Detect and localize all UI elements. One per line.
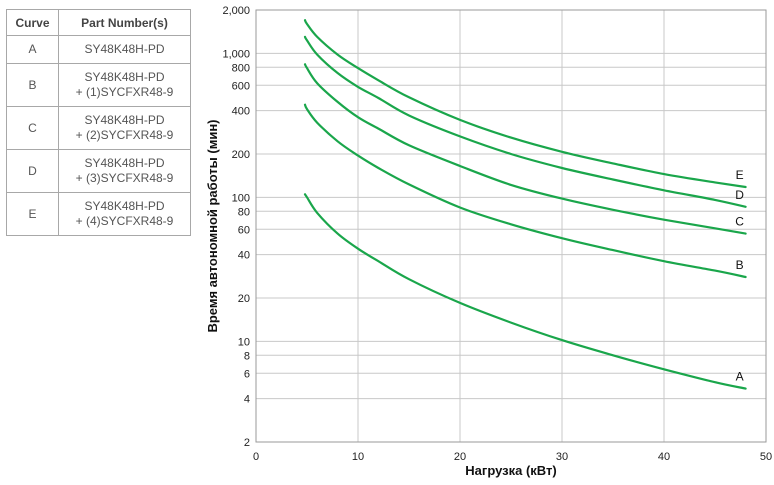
x-tick-label: 30 <box>556 451 568 463</box>
x-axis-title: Нагрузка (кВт) <box>465 463 556 478</box>
curve-legend-table: Curve Part Number(s) A SY48K48H-PD B SY4… <box>6 9 191 236</box>
y-tick-label: 6 <box>244 368 250 380</box>
y-tick-label: 2 <box>244 437 250 449</box>
x-tick-label: 50 <box>760 451 772 463</box>
series-label-a: A <box>736 370 744 384</box>
part-number-line1: SY48K48H-PD <box>84 42 165 56</box>
series-label-d: D <box>735 188 744 202</box>
table-header-row: Curve Part Number(s) <box>6 9 191 36</box>
part-number-line1: SY48K48H-PD <box>84 70 165 84</box>
table-row: B SY48K48H-PD + (1)SYCFXR48-9 <box>6 63 191 107</box>
y-tick-label: 200 <box>232 149 250 161</box>
header-part-numbers: Part Number(s) <box>58 9 191 36</box>
curve-cell: D <box>6 149 59 193</box>
series-label-c: C <box>735 215 744 229</box>
y-tick-label: 1,000 <box>222 48 250 60</box>
part-number-line1: SY48K48H-PD <box>84 199 165 213</box>
y-tick-label: 4 <box>244 394 250 406</box>
curve-cell: B <box>6 63 59 107</box>
y-tick-label: 100 <box>232 192 250 204</box>
x-tick-label: 40 <box>658 451 670 463</box>
x-tick-label: 10 <box>352 451 364 463</box>
part-number-line2: + (1)SYCFXR48-9 <box>75 85 174 99</box>
series-line-d <box>303 35 747 208</box>
header-curve: Curve <box>6 9 59 36</box>
plot-frame <box>255 9 767 443</box>
y-tick-label: 600 <box>232 80 250 92</box>
y-tick-label: 400 <box>232 106 250 118</box>
part-number-line2: + (2)SYCFXR48-9 <box>75 128 174 142</box>
y-tick-label: 8 <box>244 350 250 362</box>
part-number-line1: SY48K48H-PD <box>84 156 165 170</box>
part-number-line1: SY48K48H-PD <box>84 113 165 127</box>
y-tick-label: 2,000 <box>222 5 250 17</box>
table-row: D SY48K48H-PD + (3)SYCFXR48-9 <box>6 149 191 193</box>
series-line-c <box>303 63 747 235</box>
y-tick-label: 800 <box>232 62 250 74</box>
part-number-cell: SY48K48H-PD + (1)SYCFXR48-9 <box>58 63 191 107</box>
x-tick-label: 20 <box>454 451 466 463</box>
series-line-a <box>303 193 747 390</box>
curve-cell: C <box>6 106 59 150</box>
y-axis-title: Время автономной работы (мин) <box>205 119 220 332</box>
series-line-e <box>303 19 747 189</box>
y-tick-label: 10 <box>238 336 250 348</box>
y-tick-label: 60 <box>238 224 250 236</box>
y-tick-label: 20 <box>238 293 250 305</box>
y-tick-label: 40 <box>238 250 250 262</box>
series-line-b <box>303 103 747 279</box>
part-number-line2: + (4)SYCFXR48-9 <box>75 214 174 228</box>
table-row: C SY48K48H-PD + (2)SYCFXR48-9 <box>6 106 191 150</box>
x-tick-label: 0 <box>253 451 259 463</box>
part-number-cell: SY48K48H-PD + (2)SYCFXR48-9 <box>58 106 191 150</box>
table-row: E SY48K48H-PD + (4)SYCFXR48-9 <box>6 192 191 236</box>
y-tick-label: 80 <box>238 206 250 218</box>
series-label-e: E <box>736 168 744 182</box>
series-label-b: B <box>736 258 744 272</box>
part-number-cell: SY48K48H-PD + (3)SYCFXR48-9 <box>58 149 191 193</box>
part-number-cell: SY48K48H-PD + (4)SYCFXR48-9 <box>58 192 191 236</box>
part-number-line2: + (3)SYCFXR48-9 <box>75 171 174 185</box>
plot-area <box>256 10 766 442</box>
